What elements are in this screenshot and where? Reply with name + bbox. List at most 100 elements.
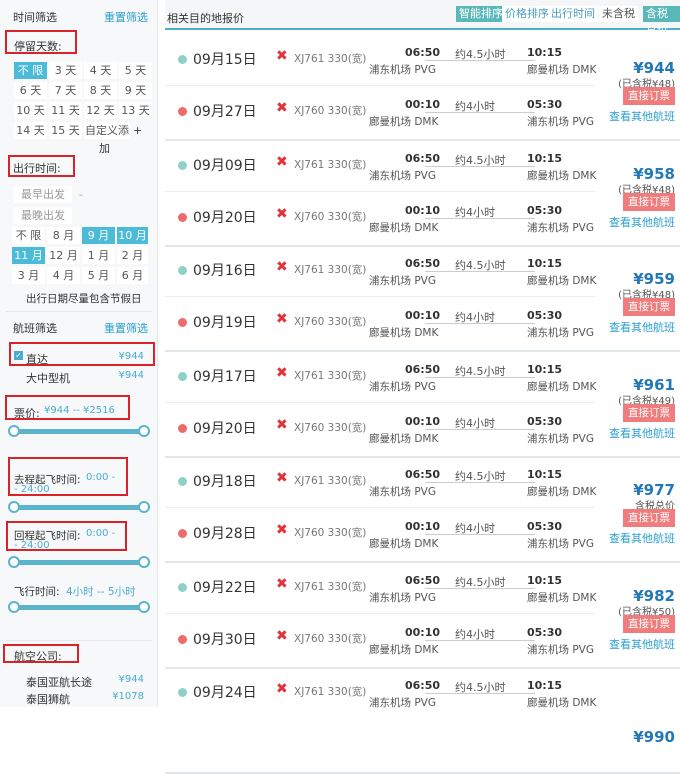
- tax-note: (已含税¥48): [618, 79, 675, 90]
- book-now-button[interactable]: 直接订票: [623, 509, 675, 527]
- flight-number: XJ760 330(宽): [294, 632, 367, 645]
- month-option[interactable]: 8 月: [47, 227, 80, 244]
- view-other-flights-link[interactable]: 查看其他航班: [609, 637, 675, 651]
- book-now-button[interactable]: 直接订票: [623, 614, 675, 633]
- month-option[interactable]: 12 月: [47, 247, 80, 264]
- slider-handle-min[interactable]: [8, 425, 20, 437]
- arrival-airport: 浦东机场 PVG: [527, 643, 594, 656]
- stay-days-option[interactable]: 4 天: [84, 62, 117, 79]
- slider-handle-min[interactable]: [8, 501, 20, 513]
- result-card[interactable]: 09月18日 ✖ XJ761 330(宽) 06:50 约4.5小时 10:15…: [165, 459, 680, 563]
- airline-option[interactable]: 泰国狮航: [26, 693, 70, 706]
- sort-smart-button[interactable]: 智能排序: [456, 6, 506, 22]
- view-other-flights-link[interactable]: 查看其他航班: [609, 110, 675, 123]
- flight-date: 09月28日: [193, 526, 257, 542]
- slider-handle-min[interactable]: [8, 556, 20, 568]
- month-option[interactable]: 不 限: [12, 227, 45, 244]
- flight-number: XJ760 330(宽): [294, 527, 367, 539]
- view-other-flights-link[interactable]: 查看其他航班: [609, 321, 675, 334]
- direct-price: ¥944: [118, 351, 144, 362]
- results-panel: 相关目的地报价 智能排序 价格排序 出行时间 未含税 含税总价 09月15日 ✖…: [165, 0, 680, 774]
- sort-departure-button[interactable]: 出行时间: [548, 6, 598, 22]
- slider-handle-max[interactable]: [138, 601, 150, 613]
- stay-days-option[interactable]: 6 天: [14, 82, 47, 99]
- stay-days-option[interactable]: 13 天: [119, 102, 152, 119]
- sort-price-button[interactable]: 价格排序: [502, 6, 552, 22]
- slider-handle-max[interactable]: [138, 501, 150, 513]
- stay-days-option[interactable]: 11 天: [49, 102, 82, 119]
- arrival-airport: 浦东机场 PVG: [527, 432, 594, 445]
- reset-flight-filter[interactable]: 重置筛选: [104, 322, 148, 335]
- holiday-checkbox[interactable]: 出行日期尽量包含节假日: [26, 293, 142, 305]
- month-option[interactable]: 2 月: [117, 247, 148, 264]
- return-time-slider[interactable]: [8, 556, 150, 568]
- stay-days-option[interactable]: 14 天: [14, 122, 47, 139]
- view-other-flights-link[interactable]: 查看其他航班: [609, 215, 675, 229]
- direct-checkbox[interactable]: ✓: [14, 351, 23, 360]
- slider-handle-max[interactable]: [138, 556, 150, 568]
- month-option[interactable]: 10 月: [117, 227, 148, 244]
- flight-duration: 约4.5小时: [455, 153, 506, 167]
- book-now-button[interactable]: 直接订票: [623, 403, 675, 422]
- arrival-airport: 浦东机场 PVG: [527, 538, 594, 550]
- slider-handle-min[interactable]: [8, 601, 20, 613]
- flight-date: 09月20日: [193, 209, 257, 226]
- plus-icon[interactable]: +: [133, 124, 143, 137]
- month-option[interactable]: 3 月: [12, 267, 45, 284]
- with-tax-toggle[interactable]: 含税总价: [643, 6, 680, 36]
- stay-days-option[interactable]: 7 天: [49, 82, 82, 99]
- result-card[interactable]: 09月17日 ✖ XJ761 330(宽) 06:50 约4.5小时 10:15…: [165, 354, 680, 458]
- month-option[interactable]: 6 月: [117, 267, 148, 284]
- airline-price: ¥944: [118, 674, 144, 685]
- price-slider[interactable]: [8, 425, 150, 437]
- result-card[interactable]: 09月16日 ✖ XJ761 330(宽) 06:50 约4.5小时 10:15…: [165, 248, 680, 352]
- latest-departure-input[interactable]: 最晚出发: [14, 207, 72, 224]
- stay-days-option[interactable]: 5 天: [119, 62, 152, 79]
- book-now-button[interactable]: 直接订票: [623, 192, 675, 211]
- stay-days-option[interactable]: 10 天: [14, 102, 47, 119]
- direct-label[interactable]: 直达: [26, 353, 48, 366]
- large-aircraft-option[interactable]: 大中型机: [26, 372, 70, 385]
- route-line: [425, 60, 535, 61]
- airline-logo-icon: ✖: [276, 416, 288, 433]
- outbound-time-slider[interactable]: [8, 501, 150, 513]
- custom-stay-button[interactable]: 自定义添: [84, 122, 130, 139]
- month-option[interactable]: 4 月: [47, 267, 80, 284]
- airline-logo-icon: ✖: [276, 48, 288, 64]
- view-other-flights-link[interactable]: 查看其他航班: [609, 426, 675, 440]
- month-option[interactable]: 5 月: [82, 267, 115, 284]
- departure-time: 06:50: [405, 468, 441, 481]
- custom-stay-button-wrap[interactable]: 加: [99, 142, 110, 155]
- reset-time-filter[interactable]: 重置筛选: [104, 11, 148, 24]
- stay-days-option[interactable]: 不 限: [14, 62, 47, 79]
- flight-number: XJ761 330(宽): [294, 264, 367, 276]
- month-option[interactable]: 1 月: [82, 247, 115, 264]
- flight-duration-slider[interactable]: [8, 601, 150, 613]
- book-now-button[interactable]: 直接订票: [623, 87, 675, 105]
- month-option[interactable]: 9 月: [82, 227, 115, 244]
- view-other-flights-link[interactable]: 查看其他航班: [609, 532, 675, 545]
- stay-days-option[interactable]: 8 天: [84, 82, 117, 99]
- stay-days-option[interactable]: 15 天: [49, 122, 82, 139]
- arrival-airport: 廊曼机场 DMK: [527, 486, 597, 498]
- flight-number: XJ760 330(宽): [294, 316, 367, 328]
- month-option[interactable]: 11 月: [12, 247, 45, 264]
- stay-days-option[interactable]: 3 天: [49, 62, 82, 79]
- stay-days-option[interactable]: 9 天: [119, 82, 152, 99]
- outbound-dot-icon: [178, 582, 187, 592]
- airline-option[interactable]: 泰国亚航长途: [26, 676, 92, 689]
- book-now-button[interactable]: 直接订票: [623, 298, 675, 316]
- result-card[interactable]: 09月09日 ✖ XJ761 330(宽) 06:50 约4.5小时 10:15…: [165, 143, 680, 247]
- travel-time-label: 出行时间:: [13, 162, 61, 175]
- result-card[interactable]: 09月24日 ✖ XJ761 330(宽) 06:50 约4.5小时 10:15…: [165, 670, 680, 774]
- result-card[interactable]: 09月15日 ✖ XJ761 330(宽) 06:50 约4.5小时 10:15…: [165, 37, 680, 141]
- flight-date: 09月24日: [193, 685, 257, 701]
- no-tax-toggle[interactable]: 未含税: [599, 6, 638, 22]
- divider: [165, 401, 595, 403]
- earliest-departure-input[interactable]: 最早出发: [14, 186, 72, 203]
- result-card[interactable]: 09月22日 ✖ XJ761 330(宽) 06:50 约4.5小时 10:15…: [165, 565, 680, 669]
- stay-days-option[interactable]: 12 天: [84, 102, 117, 119]
- results-title: 相关目的地报价: [167, 12, 244, 25]
- slider-handle-max[interactable]: [138, 425, 150, 437]
- divider: [165, 296, 595, 297]
